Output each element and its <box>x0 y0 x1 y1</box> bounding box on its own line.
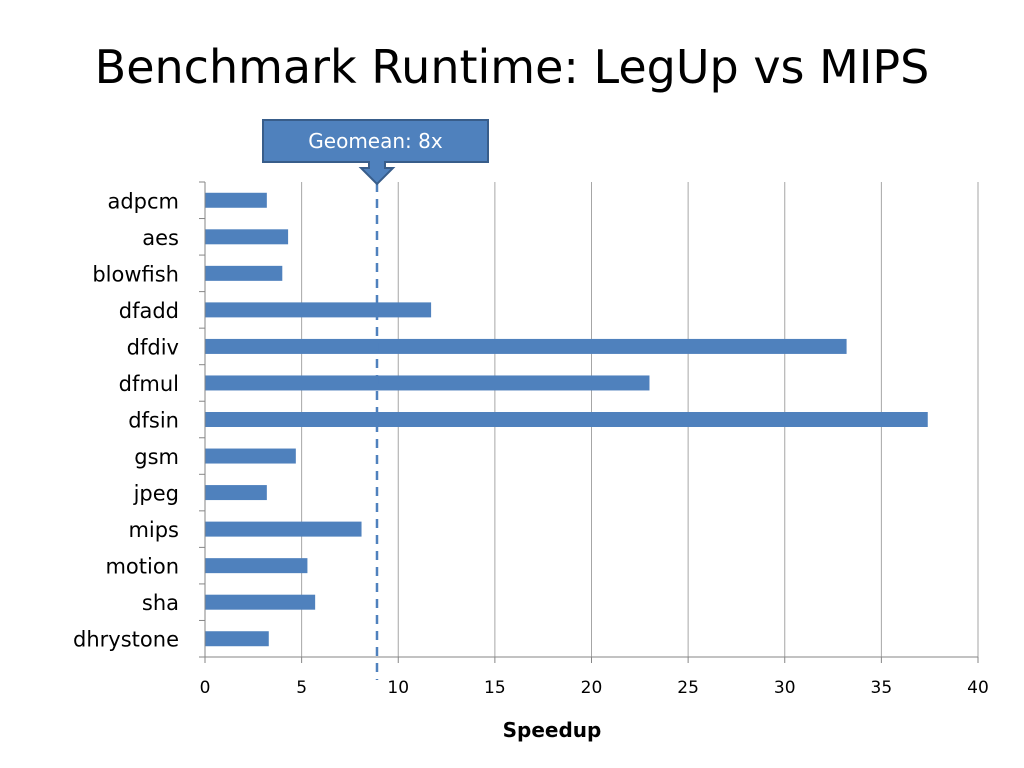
category-label-dfadd: dfadd <box>119 299 179 323</box>
bar-dfmul <box>205 375 650 391</box>
bar-dfsin <box>205 412 928 427</box>
category-label-gsm: gsm <box>134 445 179 469</box>
category-label-adpcm: adpcm <box>107 189 179 213</box>
category-label-dfmul: dfmul <box>119 372 179 396</box>
axes <box>199 181 979 663</box>
category-label-blowfish: blowfish <box>92 262 179 286</box>
bar-sha <box>205 594 316 610</box>
bar-adpcm <box>205 192 267 208</box>
bar-aes <box>205 229 289 245</box>
page-title: Benchmark Runtime: LegUp vs MIPS <box>94 40 930 94</box>
geomean-annotation: Geomean: 8x <box>262 119 489 680</box>
x-tick-label: 20 <box>581 678 603 698</box>
x-tick-label: 15 <box>484 678 506 698</box>
x-tick-label: 40 <box>967 678 989 698</box>
x-axis-title: Speedup <box>503 718 602 742</box>
category-label-dfsin: dfsin <box>128 409 179 433</box>
bar-gsm <box>205 448 296 464</box>
x-tick-label: 25 <box>677 678 699 698</box>
category-label-dfdiv: dfdiv <box>127 335 179 359</box>
category-label-aes: aes <box>142 226 179 250</box>
category-label-jpeg: jpeg <box>133 482 179 506</box>
bar-dfdiv <box>205 338 847 354</box>
category-label-sha: sha <box>142 591 179 615</box>
category-labels: adpcm aes blowfish dfadd dfdiv dfmul dfsin gsm j… <box>73 189 179 651</box>
x-tick-label: 10 <box>387 678 409 698</box>
bar-blowfish <box>205 265 283 281</box>
x-tick-label: 35 <box>871 678 893 698</box>
category-label-motion: motion <box>105 555 179 579</box>
geomean-callout <box>262 119 489 186</box>
x-tick-label: 0 <box>200 678 211 698</box>
x-tick-label: 5 <box>296 678 307 698</box>
category-label-mips: mips <box>128 518 179 542</box>
bar-motion <box>205 558 308 574</box>
bar-mips <box>205 521 362 537</box>
bar-dhrystone <box>205 631 269 647</box>
geomean-callout-text: Geomean: 8x <box>308 129 443 153</box>
bar-dfadd <box>205 302 432 318</box>
tick-labels: 0 5 10 15 20 25 30 35 40 <box>200 678 989 698</box>
x-tick-label: 30 <box>774 678 796 698</box>
bar-jpeg <box>205 485 267 501</box>
category-label-dhrystone: dhrystone <box>73 628 179 652</box>
bars <box>205 192 928 647</box>
